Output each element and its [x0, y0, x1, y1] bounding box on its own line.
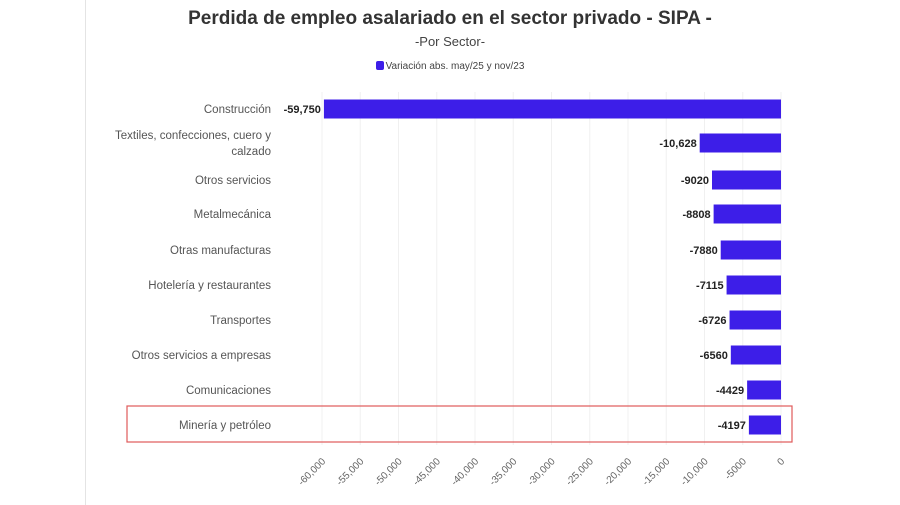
bar — [730, 345, 781, 365]
legend-swatch — [375, 61, 384, 70]
x-tick-label: -35,000 — [488, 456, 520, 488]
data-label: -7880 — [690, 245, 718, 257]
data-label: -6726 — [698, 315, 726, 327]
bar — [729, 310, 781, 330]
bar — [720, 240, 781, 260]
category-label: Construcción — [204, 104, 271, 116]
legend-label: Variación abs. may/25 y nov/23 — [385, 61, 525, 72]
left-divider — [85, 0, 86, 505]
x-tick-label: -55,000 — [335, 456, 367, 488]
bar — [713, 204, 781, 224]
data-label: -10,628 — [659, 138, 696, 150]
x-tick-label: -40,000 — [449, 456, 481, 488]
bar — [747, 380, 781, 400]
x-tick-label: -20,000 — [602, 456, 634, 488]
bar — [699, 133, 781, 153]
x-tick-label: -5000 — [723, 456, 749, 482]
category-label: Textiles, confecciones, cuero y calzado — [115, 130, 271, 158]
category-label: Minería y petróleo — [179, 420, 271, 432]
data-label: -59,750 — [284, 104, 321, 116]
data-label: -8808 — [682, 209, 710, 221]
category-label: Hotelería y restaurantes — [148, 280, 271, 292]
category-label: Otros servicios — [195, 175, 271, 187]
data-label: -7115 — [696, 280, 724, 292]
x-tick-label: 0 — [775, 456, 787, 468]
bar — [748, 415, 781, 435]
legend: Variación abs. may/25 y nov/23 — [0, 61, 900, 72]
category-label: Comunicaciones — [186, 385, 271, 397]
chart-subtitle: -Por Sector- — [414, 34, 486, 49]
data-label: -6560 — [700, 350, 728, 362]
category-label: Otras manufacturas — [170, 245, 271, 257]
chart-title: Perdida de empleo asalariado en el secto… — [188, 8, 712, 29]
data-label: -4197 — [718, 420, 746, 432]
category-label: Metalmecánica — [194, 209, 272, 221]
x-tick-label: -15,000 — [641, 456, 673, 488]
x-tick-label: -10,000 — [679, 456, 711, 488]
bar — [726, 275, 781, 295]
data-label: -9020 — [681, 175, 709, 187]
category-label: Otros servicios a empresas — [132, 350, 272, 362]
x-tick-label: -60,000 — [296, 456, 328, 488]
bar — [323, 99, 781, 119]
bar — [711, 170, 781, 190]
highlight-box — [126, 405, 793, 443]
x-tick-label: -50,000 — [373, 456, 405, 488]
x-tick-label: -45,000 — [411, 456, 443, 488]
x-tick-label: -25,000 — [564, 456, 596, 488]
category-label: Transportes — [210, 315, 271, 327]
x-tick-label: -30,000 — [526, 456, 558, 488]
data-label: -4429 — [716, 385, 744, 397]
